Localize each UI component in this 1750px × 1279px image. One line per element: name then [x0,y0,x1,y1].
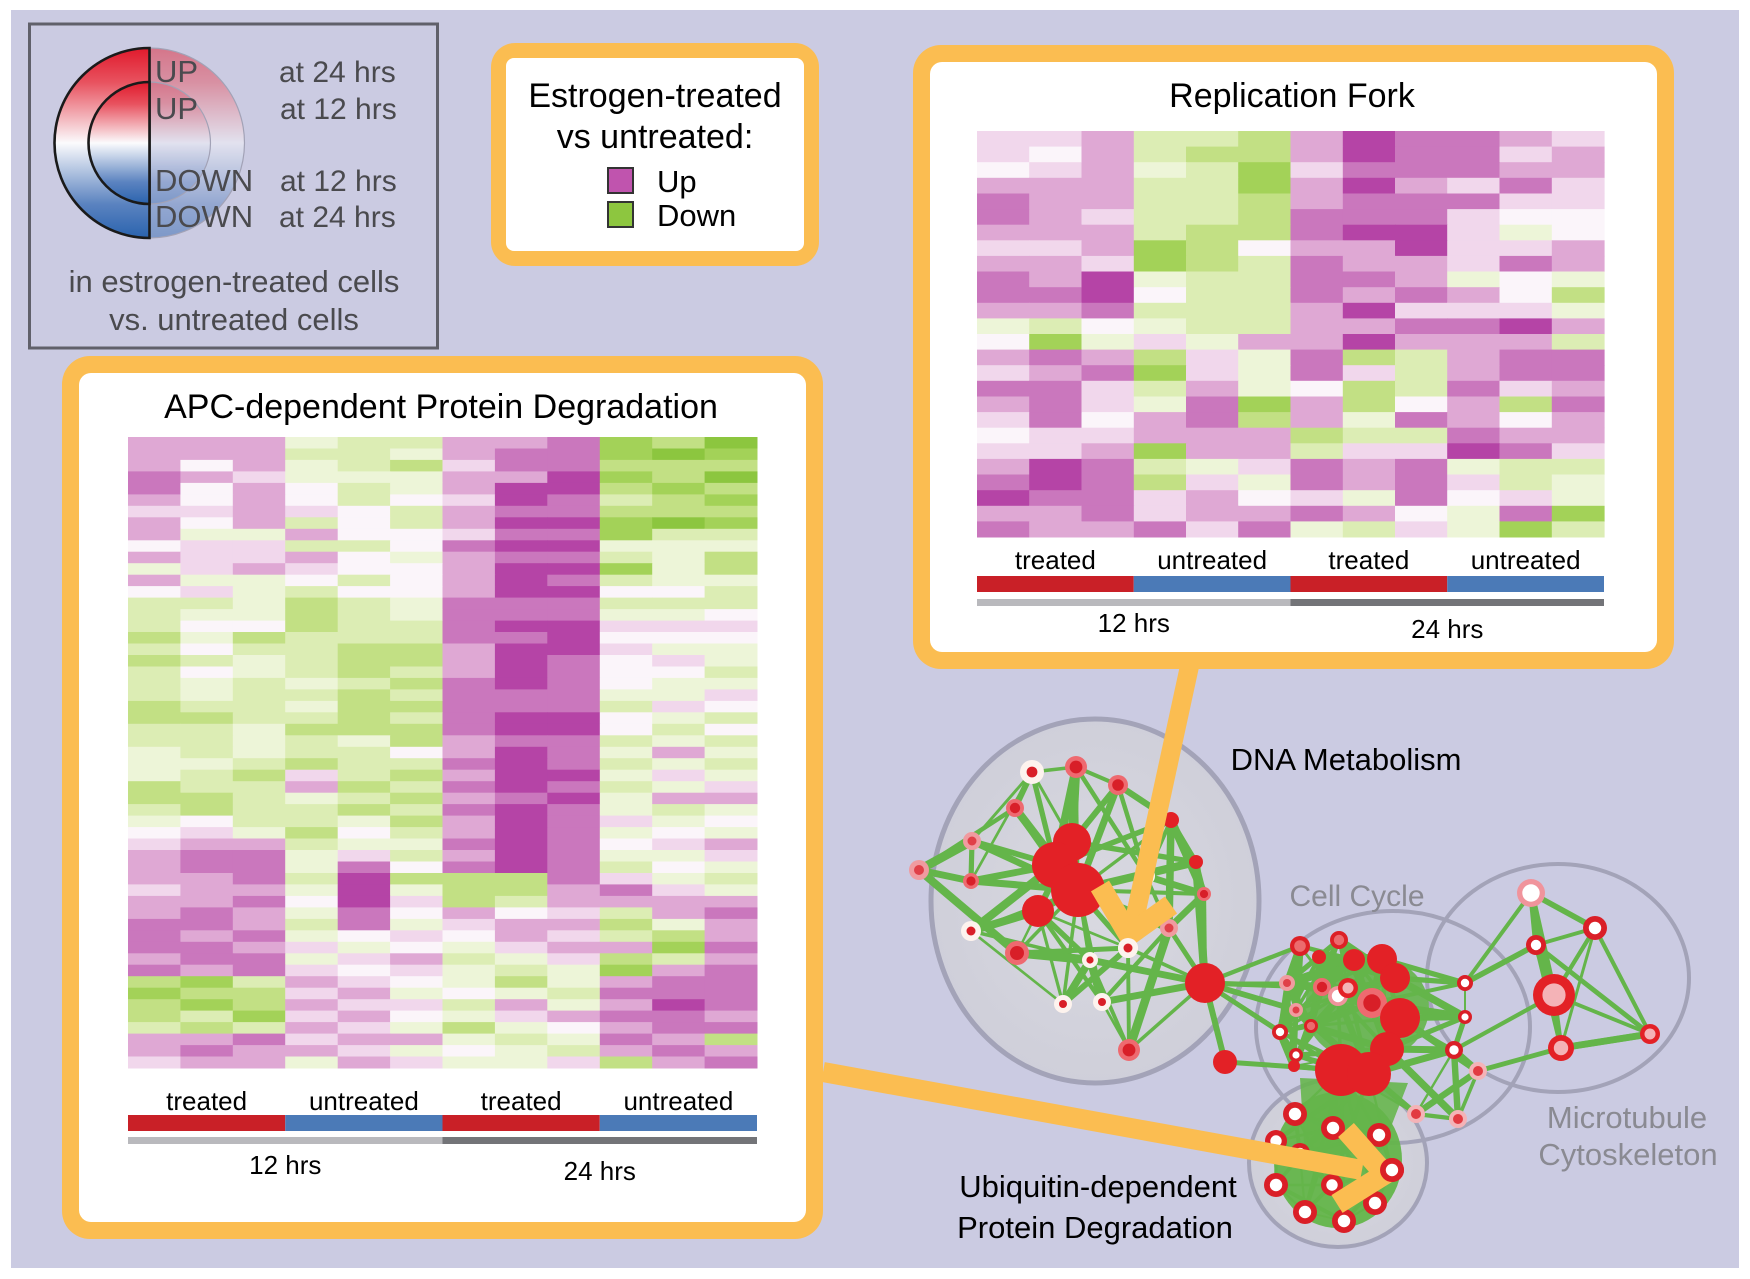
svg-text:12 hrs: 12 hrs [1098,608,1170,638]
svg-text:Estrogen-treated: Estrogen-treated [528,77,781,115]
svg-text:DOWN: DOWN [155,163,253,198]
svg-text:treated: treated [1015,545,1096,575]
svg-text:UP: UP [155,54,198,89]
svg-text:untreated: untreated [309,1086,419,1116]
svg-text:Microtubule: Microtubule [1547,1100,1707,1135]
svg-text:at 12 hrs: at 12 hrs [280,165,397,198]
svg-text:in estrogen-treated cells: in estrogen-treated cells [69,264,400,299]
svg-text:treated: treated [166,1086,247,1116]
svg-text:treated: treated [1328,545,1409,575]
svg-text:24 hrs: 24 hrs [1411,614,1483,644]
svg-text:Ubiquitin-dependent: Ubiquitin-dependent [959,1169,1237,1204]
svg-text:Down: Down [657,198,736,233]
svg-text:Protein Degradation: Protein Degradation [957,1210,1233,1245]
svg-text:Up: Up [657,164,697,199]
svg-text:DOWN: DOWN [155,199,253,234]
svg-text:untreated: untreated [623,1086,733,1116]
svg-text:treated: treated [481,1086,562,1116]
svg-text:Replication Fork: Replication Fork [1169,77,1416,115]
svg-text:untreated: untreated [1471,545,1581,575]
svg-text:at 24 hrs: at 24 hrs [279,56,396,89]
svg-text:12 hrs: 12 hrs [249,1150,321,1180]
svg-text:APC-dependent Protein Degradat: APC-dependent Protein Degradation [164,388,718,426]
svg-text:vs untreated:: vs untreated: [557,118,754,156]
svg-text:UP: UP [155,91,198,126]
svg-text:24 hrs: 24 hrs [564,1156,636,1186]
svg-text:DNA Metabolism: DNA Metabolism [1231,742,1462,777]
svg-text:Cytoskeleton: Cytoskeleton [1538,1137,1717,1172]
svg-text:vs. untreated cells: vs. untreated cells [109,302,359,337]
svg-text:untreated: untreated [1157,545,1267,575]
svg-text:Cell Cycle: Cell Cycle [1289,880,1424,913]
svg-text:at 12 hrs: at 12 hrs [280,93,397,126]
svg-text:at 24 hrs: at 24 hrs [279,201,396,234]
